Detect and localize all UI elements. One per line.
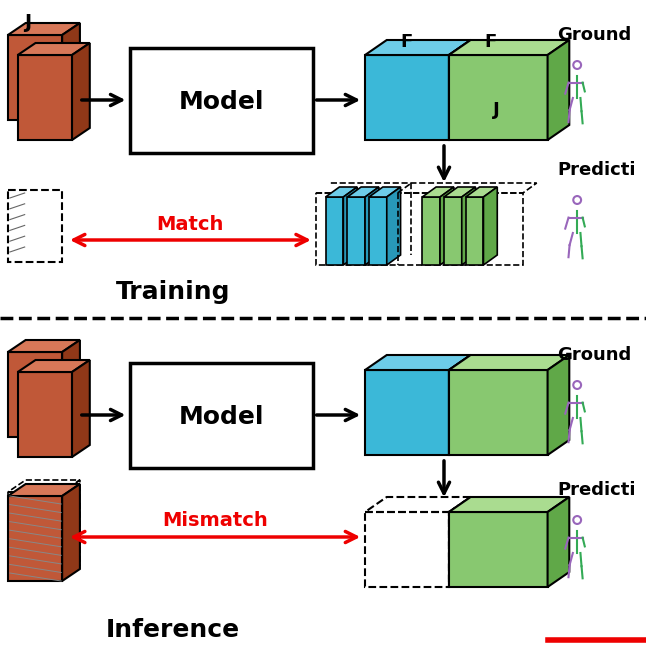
Polygon shape <box>72 360 90 457</box>
Polygon shape <box>365 187 379 265</box>
Polygon shape <box>462 187 476 265</box>
Polygon shape <box>365 40 471 55</box>
Polygon shape <box>62 340 80 437</box>
Polygon shape <box>369 197 386 265</box>
Polygon shape <box>449 355 471 455</box>
Text: Match: Match <box>157 215 224 234</box>
Polygon shape <box>449 355 569 370</box>
Polygon shape <box>365 355 471 370</box>
Text: Ground: Ground <box>557 26 631 44</box>
Polygon shape <box>548 497 569 587</box>
Polygon shape <box>365 370 449 455</box>
Text: Predicti: Predicti <box>557 481 636 499</box>
Polygon shape <box>8 484 80 496</box>
Polygon shape <box>466 197 483 265</box>
Polygon shape <box>548 40 569 140</box>
Polygon shape <box>343 187 357 265</box>
FancyBboxPatch shape <box>130 363 313 468</box>
Polygon shape <box>449 370 548 455</box>
Polygon shape <box>72 43 90 140</box>
Polygon shape <box>18 55 72 140</box>
Text: Model: Model <box>178 90 264 114</box>
Polygon shape <box>18 43 90 55</box>
Polygon shape <box>347 187 379 197</box>
Polygon shape <box>449 40 471 140</box>
Polygon shape <box>444 197 462 265</box>
Polygon shape <box>8 352 62 437</box>
Polygon shape <box>369 187 401 197</box>
Text: F: F <box>484 33 496 51</box>
Text: F: F <box>400 33 413 51</box>
Polygon shape <box>449 40 569 55</box>
Polygon shape <box>326 197 343 265</box>
Text: Predicti: Predicti <box>557 161 636 179</box>
Polygon shape <box>548 355 569 455</box>
Text: Mismatch: Mismatch <box>162 510 268 529</box>
Polygon shape <box>8 23 80 35</box>
Polygon shape <box>326 187 357 197</box>
Text: Ground: Ground <box>557 346 631 364</box>
Polygon shape <box>422 197 440 265</box>
Polygon shape <box>18 372 72 457</box>
Polygon shape <box>18 360 90 372</box>
Text: J: J <box>493 101 500 119</box>
Polygon shape <box>347 197 365 265</box>
Polygon shape <box>440 187 454 265</box>
Polygon shape <box>444 187 476 197</box>
Text: J: J <box>24 12 31 31</box>
Polygon shape <box>466 187 497 197</box>
Polygon shape <box>8 340 80 352</box>
Polygon shape <box>62 23 80 120</box>
Polygon shape <box>449 512 548 587</box>
Polygon shape <box>449 497 569 512</box>
Polygon shape <box>483 187 497 265</box>
Polygon shape <box>62 484 80 581</box>
Polygon shape <box>8 35 62 120</box>
Polygon shape <box>365 55 449 140</box>
Text: Inference: Inference <box>105 618 240 642</box>
Polygon shape <box>386 187 401 265</box>
FancyBboxPatch shape <box>130 48 313 153</box>
Polygon shape <box>8 496 62 581</box>
Polygon shape <box>449 55 548 140</box>
Text: Model: Model <box>178 405 264 429</box>
Text: Training: Training <box>115 280 230 304</box>
Polygon shape <box>422 187 454 197</box>
